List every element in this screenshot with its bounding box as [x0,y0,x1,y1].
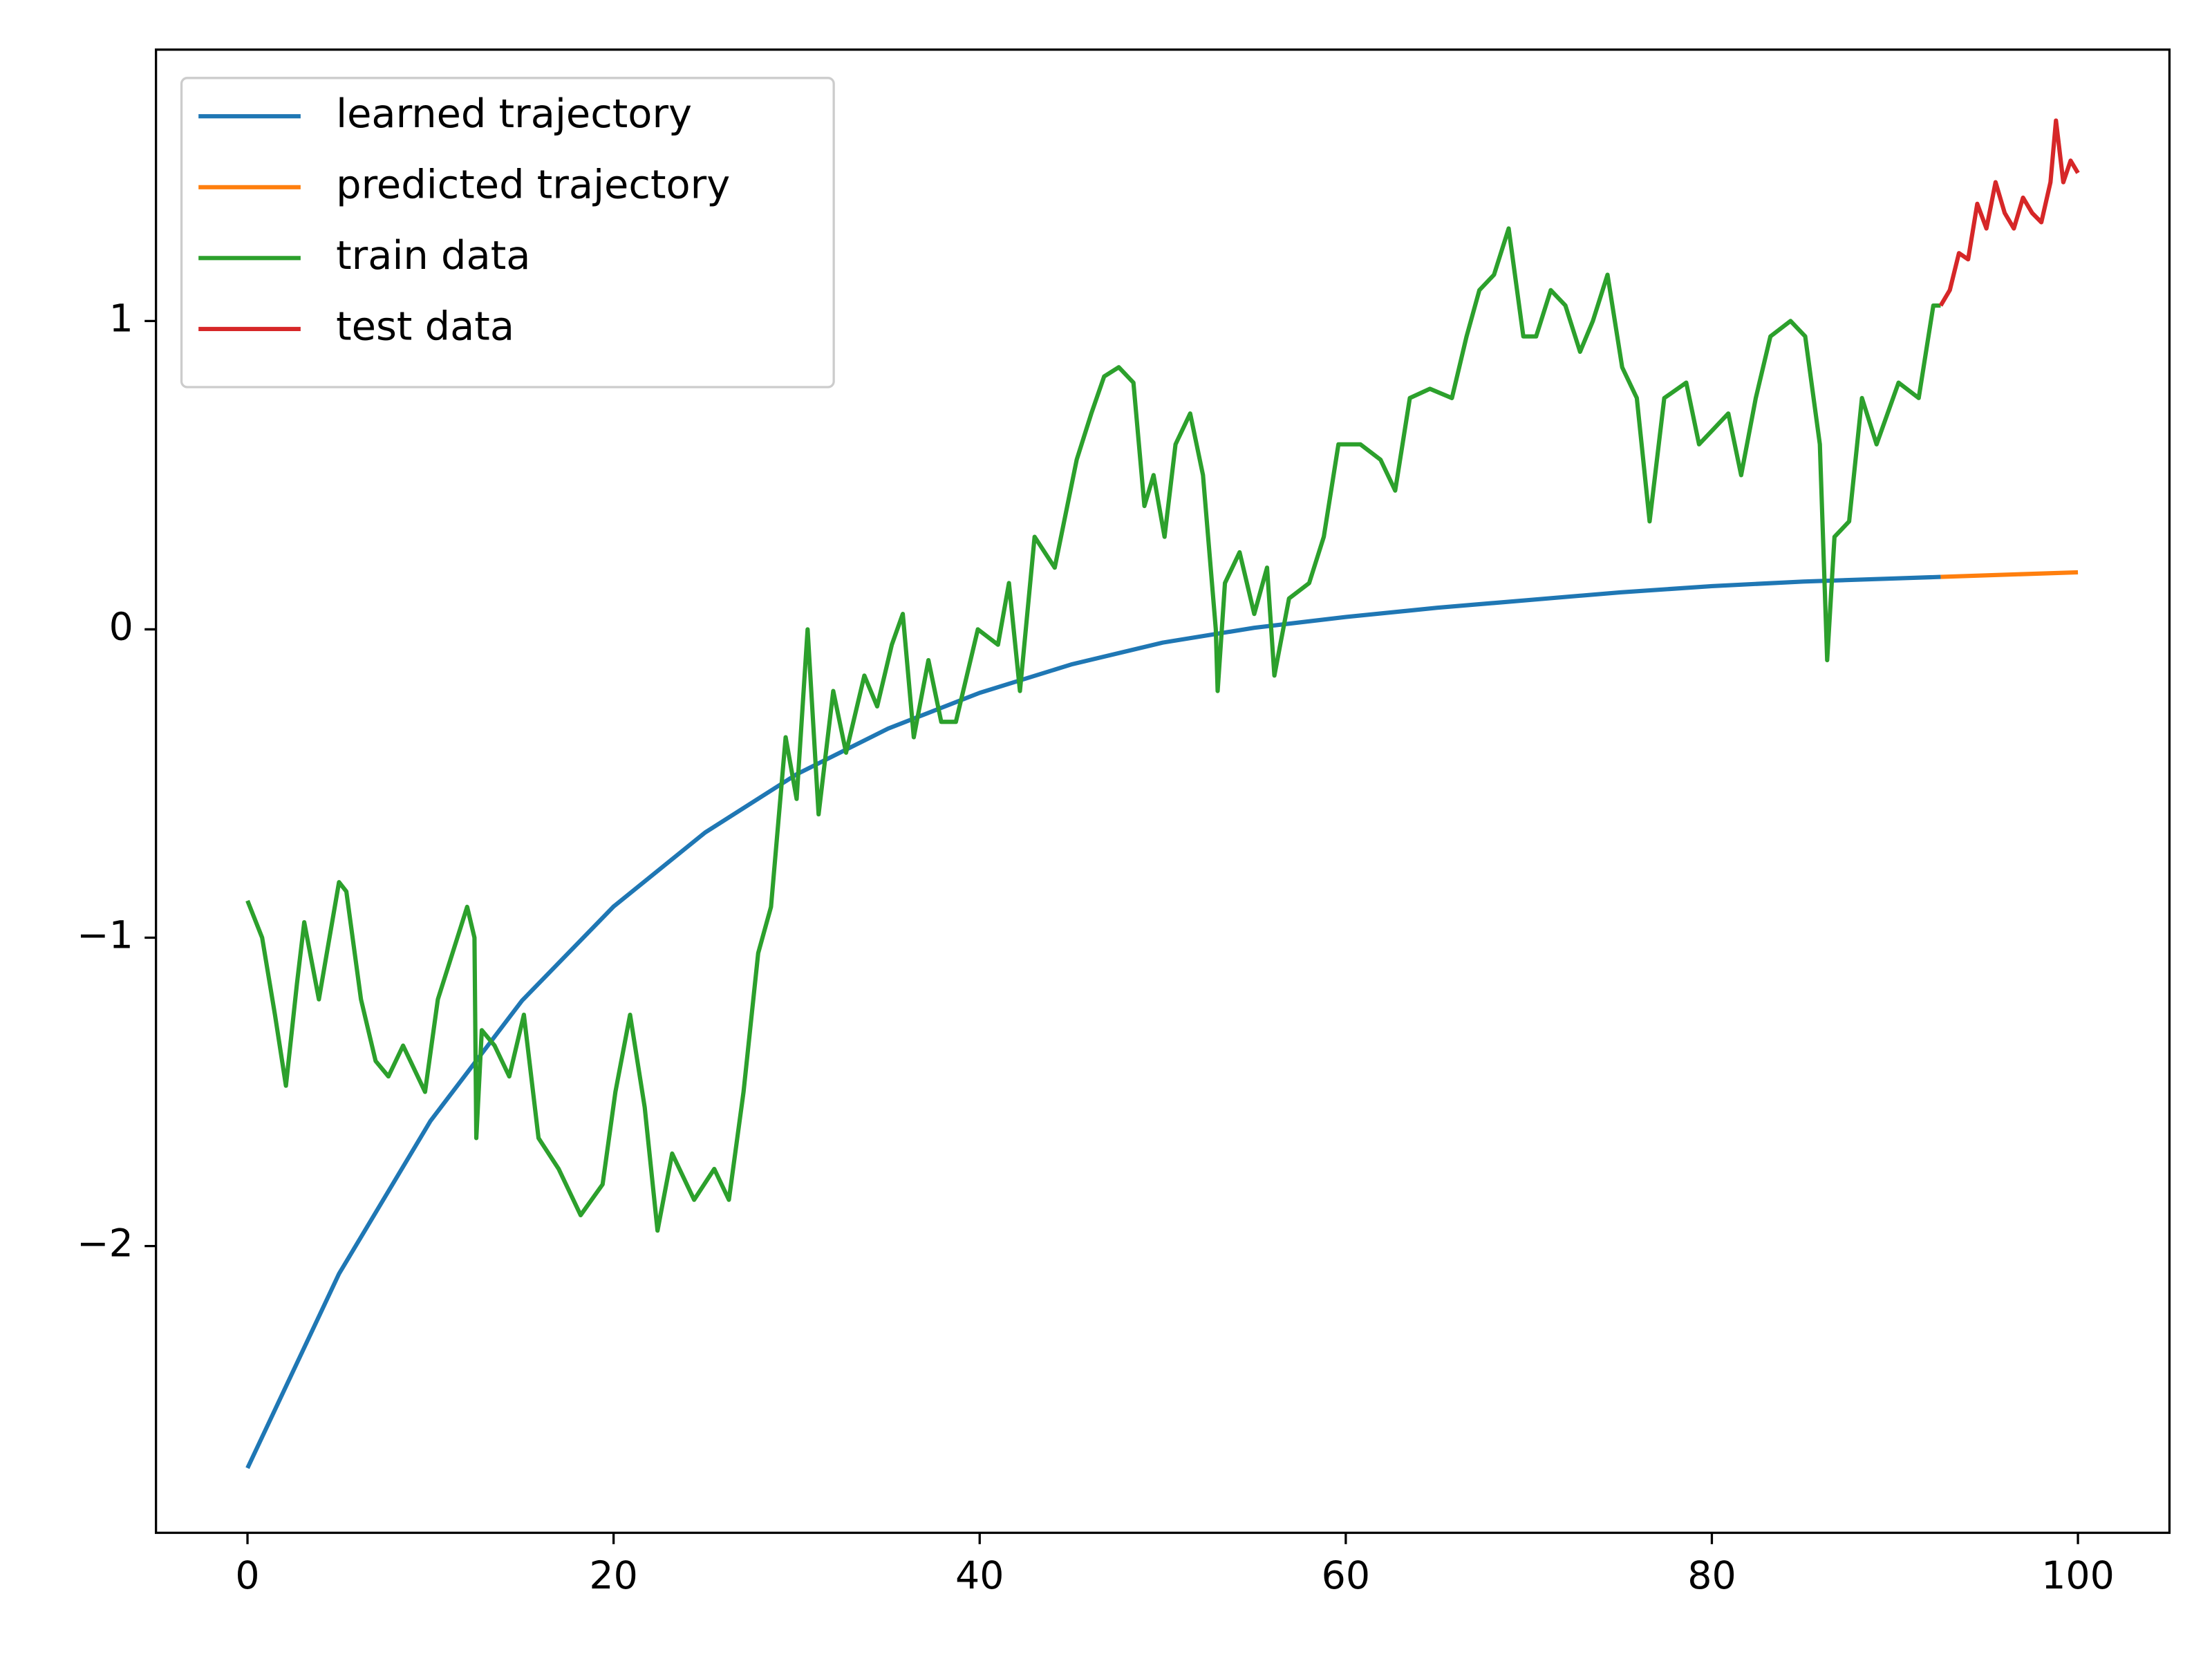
series-line [245,574,1941,1470]
legend: learned trajectory predicted trajectory tr… [180,77,835,388]
legend-box [180,77,835,388]
y-tick-label: 1 [109,297,133,341]
axes-frame [155,48,2171,1535]
y-tick-label: −1 [77,914,133,958]
legend-label: test data [336,303,514,350]
series-line [245,226,1941,1233]
legend-label: learned trajectory [336,91,692,137]
y-tick-label: 0 [109,606,133,650]
y-tick-label: −2 [77,1222,133,1266]
series-line [1940,570,2079,579]
series-line [1938,118,2080,307]
legend-label: predicted trajectory [336,161,730,207]
x-tick-label: 80 [1687,1554,1736,1598]
plot-area [245,118,2080,1470]
x-tick-label: 60 [1322,1554,1370,1598]
x-tick-label: 20 [589,1554,637,1598]
x-tick-label: 40 [955,1554,1004,1598]
legend-label: train data [336,232,530,279]
x-tick-label: 0 [235,1554,259,1598]
x-tick-label: 100 [2041,1554,2115,1598]
